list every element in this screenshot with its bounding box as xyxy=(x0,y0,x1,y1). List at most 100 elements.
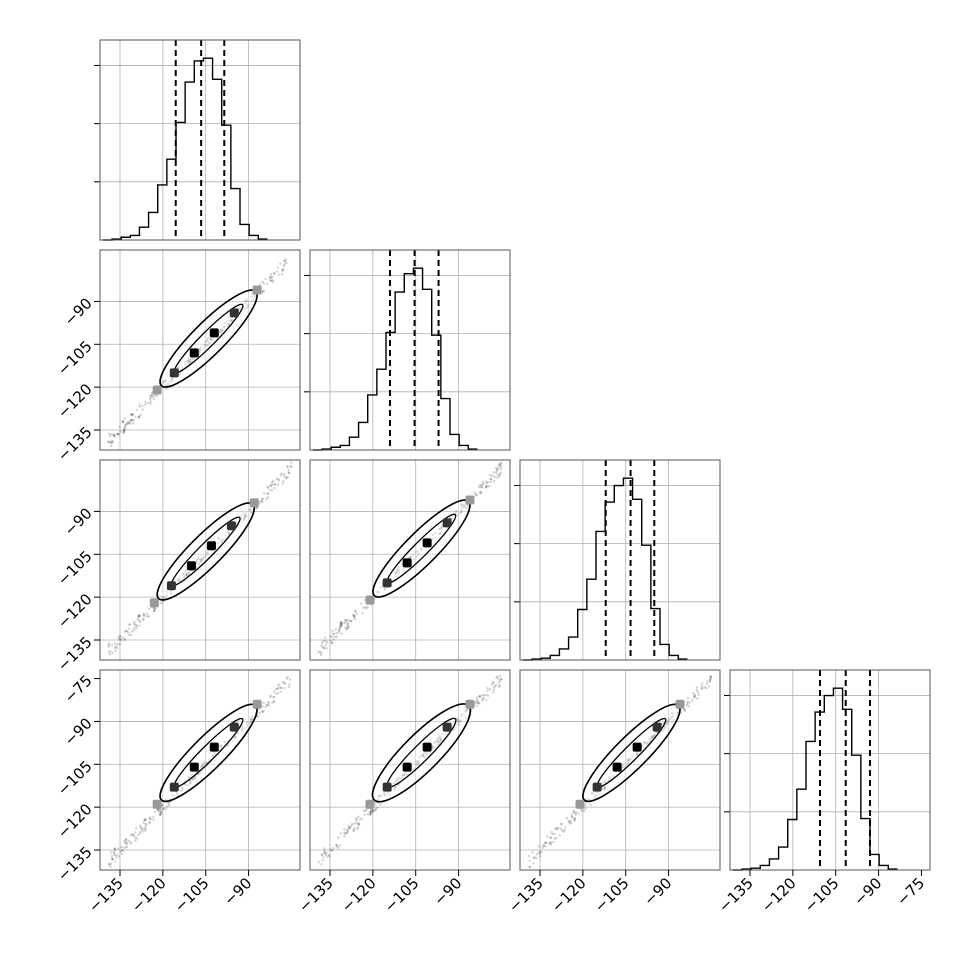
scatter-point xyxy=(340,623,343,626)
scatter-point xyxy=(551,832,554,836)
scatter-point xyxy=(223,741,227,744)
scatter-point xyxy=(368,813,372,817)
scatter-point xyxy=(478,484,481,487)
scatter-point xyxy=(492,471,495,474)
density-cell xyxy=(465,699,475,709)
scatter-point xyxy=(110,851,113,854)
scatter-point xyxy=(123,637,126,641)
scatter-point xyxy=(160,811,163,814)
scatter-point xyxy=(650,736,654,739)
scatter-point xyxy=(335,843,338,846)
scatter-point xyxy=(258,711,262,715)
scatter-point xyxy=(393,788,396,791)
scatter-point xyxy=(362,809,366,813)
scatter-point xyxy=(464,709,468,713)
density-cell xyxy=(592,782,602,792)
scatter-point xyxy=(492,688,496,692)
scatter-point xyxy=(356,826,360,829)
scatter-point xyxy=(275,687,278,691)
scatter-point xyxy=(690,699,694,702)
scatter-point xyxy=(151,606,155,610)
scatter-panel xyxy=(107,258,288,448)
scatter-point xyxy=(137,615,141,618)
scatter-point xyxy=(495,684,498,687)
scatter-point xyxy=(599,793,602,796)
scatter-point xyxy=(126,421,129,425)
scatter-point xyxy=(352,829,355,832)
scatter-point xyxy=(553,837,557,840)
scatter-point xyxy=(221,538,224,542)
scatter-point xyxy=(164,807,168,811)
scatter-point xyxy=(122,429,126,432)
scatter-point xyxy=(108,434,112,438)
scatter-point xyxy=(532,856,536,860)
scatter-point xyxy=(287,685,290,689)
scatter-point xyxy=(353,827,356,830)
scatter-point xyxy=(284,258,287,261)
scatter-point xyxy=(481,693,484,697)
scatter-point xyxy=(465,708,469,712)
scatter-point xyxy=(135,624,138,627)
scatter-point xyxy=(339,624,343,628)
scatter-point xyxy=(527,854,531,858)
scatter-point xyxy=(284,259,287,263)
scatter-point xyxy=(572,809,576,813)
scatter-point xyxy=(340,624,343,627)
scatter-point xyxy=(339,624,342,627)
scatter-point xyxy=(271,279,274,282)
scatter-point xyxy=(283,259,286,263)
scatter-point xyxy=(461,505,464,508)
scatter-point xyxy=(488,484,491,488)
scatter-point xyxy=(125,841,128,844)
scatter-point xyxy=(249,508,252,512)
scatter-point xyxy=(244,300,248,303)
scatter-point xyxy=(282,474,286,478)
scatter-point xyxy=(281,482,284,485)
scatter-point xyxy=(340,632,343,636)
scatter-point xyxy=(353,610,357,613)
scatter-point xyxy=(369,812,373,816)
scatter-point xyxy=(191,772,194,775)
scatter-point xyxy=(255,507,259,510)
scatter-point xyxy=(218,745,221,749)
scatter-point xyxy=(474,492,477,496)
scatter-point xyxy=(321,859,324,862)
scatter-point xyxy=(248,508,251,511)
scatter-point xyxy=(481,697,484,700)
scatter-point xyxy=(245,298,248,301)
scatter-point xyxy=(330,635,334,639)
scatter-point xyxy=(219,744,223,747)
scatter-point xyxy=(377,795,380,798)
scatter-point xyxy=(195,559,198,562)
scatter-panel xyxy=(107,461,293,656)
scatter-point xyxy=(335,635,338,638)
scatter-point xyxy=(271,483,274,486)
scatter-point xyxy=(141,408,144,411)
scatter-point xyxy=(186,359,189,363)
scatter-point xyxy=(202,347,205,350)
scatter-point xyxy=(282,480,285,483)
scatter-point xyxy=(540,850,543,854)
scatter-point xyxy=(267,701,270,704)
scatter-point xyxy=(331,629,334,632)
scatter-point xyxy=(170,379,173,383)
density-cell xyxy=(422,538,432,548)
scatter-point xyxy=(683,709,687,712)
scatter-point xyxy=(116,432,119,436)
y-tick-label: −120 xyxy=(54,800,96,842)
scatter-point xyxy=(495,476,499,479)
scatter-point xyxy=(559,827,563,830)
scatter-point xyxy=(625,763,628,766)
scatter-point xyxy=(135,408,138,412)
contour-outer xyxy=(372,499,471,598)
scatter-point xyxy=(484,486,488,489)
scatter-point xyxy=(129,633,133,637)
scatter-point xyxy=(153,606,157,610)
scatter-point xyxy=(648,737,651,741)
scatter-point xyxy=(355,612,359,615)
scatter-point xyxy=(249,719,253,722)
scatter-point xyxy=(131,418,134,422)
scatter-point xyxy=(591,792,594,795)
scatter-point xyxy=(149,396,152,400)
scatter-point xyxy=(153,608,156,612)
